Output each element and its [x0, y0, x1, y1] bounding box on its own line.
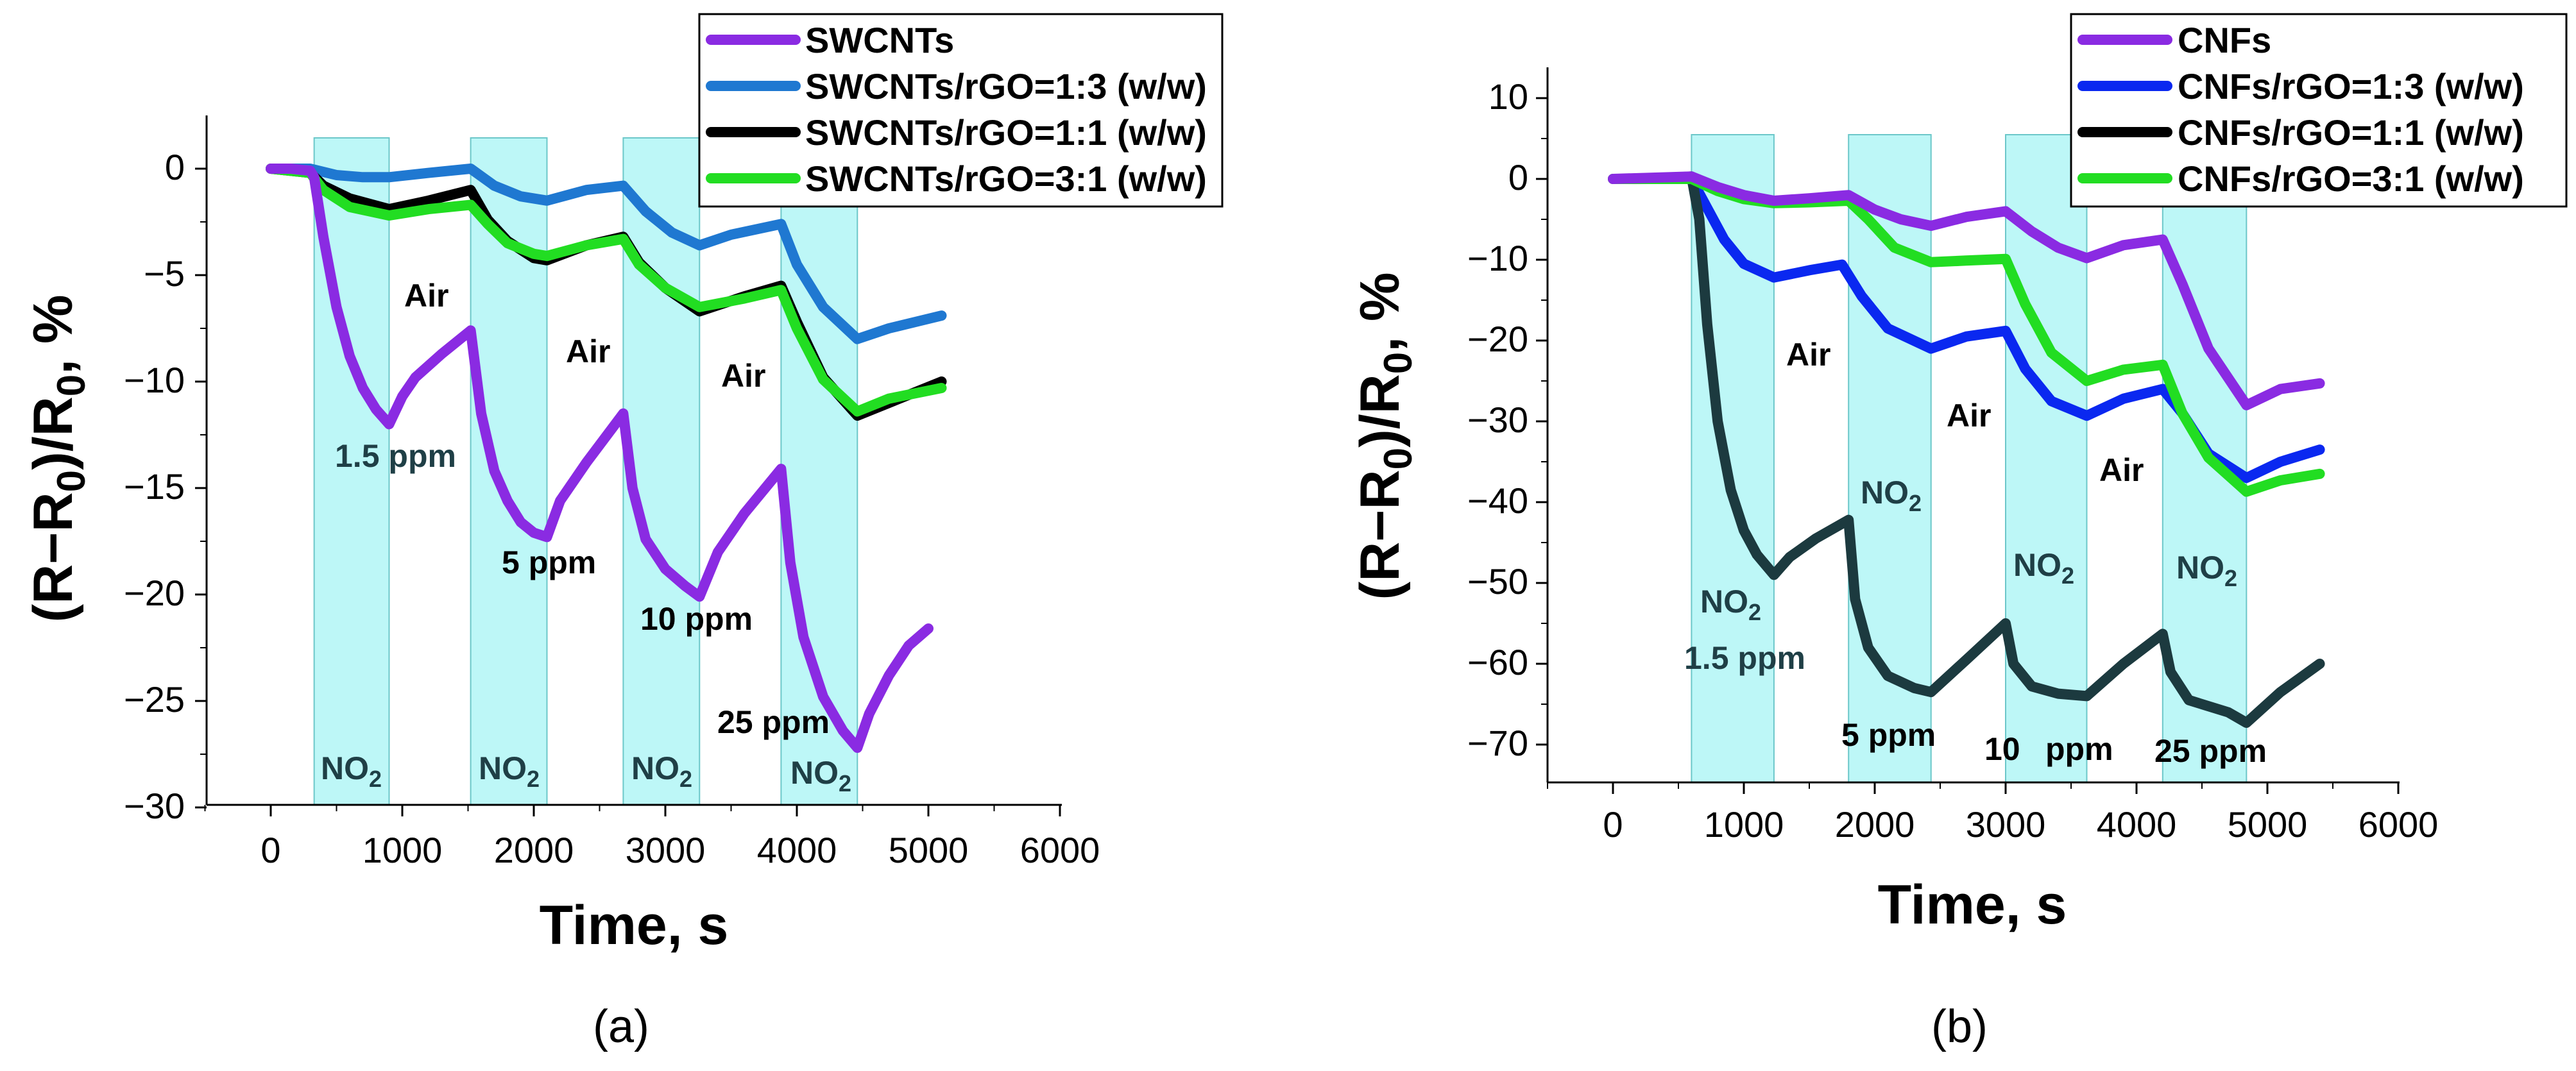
panel-a-legend-label: SWCNTs/rGO=1:3 (w/w) [805, 66, 1207, 106]
panel-b-chart: 0 1000 2000 3000 4000 5000 6000 10 0 −10… [1349, 13, 2568, 1052]
panel-b-series [1608, 171, 2325, 728]
panel-b-no2-label: NO2 [1861, 475, 1922, 516]
panel-a-ytick-label: −30 [124, 786, 185, 826]
panel-a-concentration-label: 10 ppm [640, 601, 753, 637]
panel-b-xtick-label: 2000 [1835, 804, 1915, 845]
panel-a-ytick-labels: 0 −5 −10 −15 −20 −25 −30 [124, 147, 185, 826]
panel-b-ytick-labels: 10 0 −10 −20 −30 −40 −50 −60 −70 [1467, 76, 1528, 763]
panel-a-caption: (a) [593, 1001, 649, 1052]
series-line-cnfs [1608, 171, 2325, 410]
panel-a-y-axis-title: (R−R0)/R0, % [22, 295, 94, 623]
panel-a-series [266, 164, 947, 753]
panel-a-air-label: Air [721, 358, 765, 394]
panel-a-xtick-label: 2000 [494, 830, 574, 870]
panel-a-ytick-label: −10 [124, 360, 185, 400]
panel-a-concentration-label: 5 ppm [502, 544, 596, 580]
series-line-cnfs-rgo-1-1-w-w- [1608, 171, 2325, 728]
panel-b-ytick-label: −70 [1467, 723, 1528, 763]
panel-a-air-label: Air [404, 278, 448, 314]
panel-a-legend-label: SWCNTs [805, 20, 954, 60]
panel-b-xtick-label: 4000 [2097, 804, 2177, 845]
panel-a-x-axis-title: Time, s [540, 895, 729, 956]
panel-b-concentration-label: 1.5 ppm [1684, 640, 1805, 676]
panel-b-legend-label: CNFs/rGO=3:1 (w/w) [2178, 158, 2524, 199]
panel-a-chart: 0 1000 2000 3000 4000 5000 6000 0 −5 −10… [22, 13, 1224, 1052]
panel-a-legend-label: SWCNTs/rGO=1:1 (w/w) [805, 112, 1207, 153]
panel-a-ytick-label: −15 [124, 466, 185, 507]
panel-b-ytick-label: −40 [1467, 480, 1528, 521]
panel-a-xtick-label: 3000 [626, 830, 706, 870]
panel-b-legend-label: CNFs/rGO=1:3 (w/w) [2178, 66, 2524, 106]
panel-b-no2-label: NO2 [2013, 547, 2074, 589]
panel-b-air-label: Air [1947, 398, 1991, 434]
series-line-swcnts-rgo-3-1-w-w- [266, 164, 947, 417]
panel-a-xtick-label: 1000 [363, 830, 443, 870]
panel-b-no2-label: NO2 [2176, 550, 2237, 591]
panel-b-x-axis-title: Time, s [1878, 874, 2067, 936]
series-line-swcnts [266, 164, 934, 753]
panel-b-air-label: Air [1786, 337, 1830, 373]
panel-a-no2-label: NO2 [321, 750, 382, 792]
panel-a-xtick-label: 4000 [757, 830, 837, 870]
panel-a-xtick-label: 6000 [1020, 830, 1100, 870]
panel-b-concentration-label: 25 ppm [2154, 733, 2267, 769]
panel-a-no2-label: NO2 [790, 755, 851, 797]
panel-b-xtick-label: 1000 [1704, 804, 1784, 845]
panel-b-legend-label: CNFs/rGO=1:1 (w/w) [2178, 112, 2524, 153]
panel-b-xtick-labels: 0 1000 2000 3000 4000 5000 6000 [1603, 804, 2438, 845]
panel-b-caption: (b) [1931, 1001, 1988, 1052]
panel-b-xtick-label: 0 [1603, 804, 1623, 845]
panel-b-y-axis-title: (R−R0)/R0, % [1349, 273, 1420, 600]
panel-b-xtick-label: 3000 [1966, 804, 2046, 845]
panel-a-concentration-label: 1.5 ppm [335, 438, 456, 474]
panel-b-ytick-label: −30 [1467, 400, 1528, 440]
panel-a-ytick-label: −5 [144, 253, 185, 294]
panel-a-xtick-label: 5000 [889, 830, 969, 870]
panel-b-ytick-label: −60 [1467, 642, 1528, 682]
panel-b-concentration-label: 5 ppm [1841, 717, 1936, 753]
panel-a-concentration-label: 25 ppm [717, 704, 830, 740]
panel-b-xtick-label: 5000 [2228, 804, 2308, 845]
panel-b-gas-windows [1691, 134, 2248, 783]
panel-a-legend-label: SWCNTs/rGO=3:1 (w/w) [805, 158, 1207, 199]
panel-b-x-ticks [1547, 782, 2400, 794]
panel-a-x-ticks [204, 805, 1061, 816]
panel-b-ytick-label: −10 [1467, 238, 1528, 278]
panel-b-ytick-label: 0 [1508, 157, 1528, 198]
panel-b-ytick-label: −20 [1467, 319, 1528, 359]
series-line-swcnts-rgo-1-3-w-w- [266, 164, 947, 344]
panel-b-legend: CNFs CNFs/rGO=1:3 (w/w) CNFs/rGO=1:1 (w/… [2070, 13, 2568, 208]
panel-b-xtick-label: 6000 [2358, 804, 2439, 845]
panel-a-legend: SWCNTs SWCNTs/rGO=1:3 (w/w) SWCNTs/rGO=1… [698, 13, 1224, 208]
panel-b-ytick-label: −50 [1467, 561, 1528, 602]
panel-a-xtick-labels: 0 1000 2000 3000 4000 5000 6000 [260, 830, 1100, 870]
panel-a-xtick-label: 0 [260, 830, 280, 870]
panel-a-ytick-label: 0 [165, 147, 185, 187]
panel-a-ytick-label: −25 [124, 679, 185, 720]
panel-b-air-label: Air [2099, 452, 2144, 488]
panel-b-ytick-label: 10 [1488, 76, 1528, 117]
panel-b-no2-label: NO2 [1700, 584, 1761, 625]
panel-a-air-label: Air [566, 333, 610, 369]
panel-b-concentration-label: ppm [2045, 731, 2113, 767]
panel-b-concentration-label: 10 [1984, 731, 2020, 767]
panel-a-y-ticks [195, 167, 207, 809]
panel-a-no2-label: NO2 [479, 750, 540, 792]
panel-a-ytick-label: −20 [124, 573, 185, 613]
panel-a-no2-label: NO2 [631, 750, 692, 792]
panel-b-y-ticks [1536, 97, 1548, 746]
panel-b-legend-label: CNFs [2178, 20, 2271, 60]
